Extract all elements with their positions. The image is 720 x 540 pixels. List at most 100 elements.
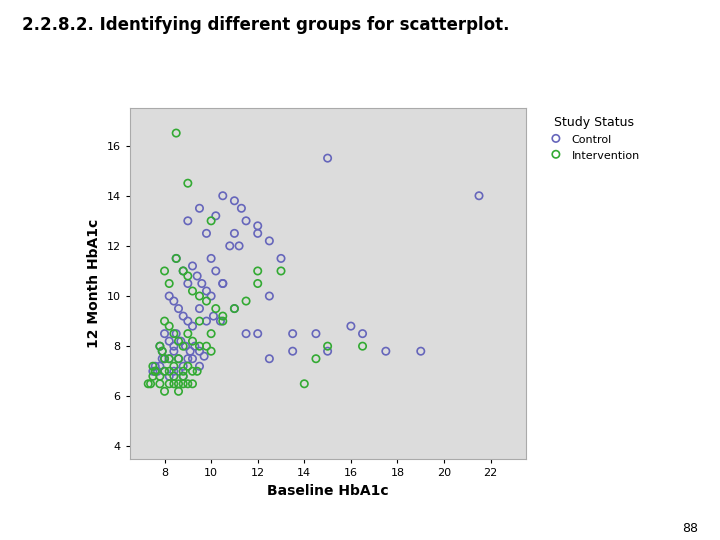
Control <box>163 354 175 363</box>
Control <box>177 372 189 381</box>
Control <box>207 312 219 320</box>
Intervention <box>168 362 179 370</box>
Control <box>171 329 182 338</box>
Control <box>224 241 235 250</box>
Control <box>240 217 252 225</box>
Intervention <box>154 342 166 350</box>
Control <box>175 337 186 346</box>
Control <box>205 254 217 263</box>
Control <box>345 322 356 330</box>
Control <box>201 287 212 295</box>
Control <box>264 354 275 363</box>
Intervention <box>177 342 189 350</box>
Control <box>159 354 171 363</box>
Control <box>184 347 196 355</box>
Intervention <box>145 380 156 388</box>
Intervention <box>194 317 205 326</box>
Intervention <box>168 372 179 381</box>
Intervention <box>150 367 161 376</box>
Control <box>233 241 245 250</box>
Control <box>177 312 189 320</box>
Intervention <box>143 380 154 388</box>
Intervention <box>159 354 171 363</box>
Intervention <box>177 372 189 381</box>
Control <box>217 279 228 288</box>
Intervention <box>252 267 264 275</box>
Intervention <box>147 372 158 381</box>
Control <box>380 347 392 355</box>
Intervention <box>210 304 222 313</box>
Control <box>252 229 264 238</box>
Control <box>229 197 240 205</box>
Intervention <box>177 367 189 376</box>
Intervention <box>171 129 182 137</box>
Intervention <box>217 317 228 326</box>
Intervention <box>186 287 198 295</box>
Intervention <box>163 279 175 288</box>
Control <box>201 317 212 326</box>
Control <box>152 367 163 376</box>
Control <box>173 304 184 313</box>
Control <box>171 254 182 263</box>
Control <box>163 337 175 346</box>
Intervention <box>186 337 198 346</box>
Control <box>310 329 322 338</box>
Intervention <box>173 354 184 363</box>
Text: 88: 88 <box>683 522 698 535</box>
Intervention <box>159 387 171 396</box>
Intervention <box>299 380 310 388</box>
Intervention <box>240 297 252 306</box>
Intervention <box>194 342 205 350</box>
Intervention <box>159 267 171 275</box>
Control <box>210 267 222 275</box>
Intervention <box>229 304 240 313</box>
Intervention <box>154 372 166 381</box>
Control <box>159 367 171 376</box>
Intervention <box>310 354 322 363</box>
Control <box>322 347 333 355</box>
Text: 2.2.8.2. Identifying different groups for scatterplot.: 2.2.8.2. Identifying different groups fo… <box>22 16 509 34</box>
Control <box>264 237 275 245</box>
Control <box>322 154 333 163</box>
Control <box>182 279 194 288</box>
Control <box>192 272 203 280</box>
Intervention <box>159 367 171 376</box>
Intervention <box>168 380 179 388</box>
Control <box>186 354 198 363</box>
Y-axis label: 12 Month HbA1c: 12 Month HbA1c <box>87 219 101 348</box>
Control <box>205 292 217 300</box>
Control <box>154 362 166 370</box>
Intervention <box>194 292 205 300</box>
Intervention <box>182 380 194 388</box>
Intervention <box>192 367 203 376</box>
Control <box>199 352 210 361</box>
Control <box>186 262 198 271</box>
Intervention <box>173 380 184 388</box>
Control <box>194 304 205 313</box>
Control <box>163 372 175 381</box>
Intervention <box>159 317 171 326</box>
Intervention <box>275 267 287 275</box>
Control <box>415 347 426 355</box>
Control <box>210 212 222 220</box>
Control <box>201 229 212 238</box>
Control <box>154 342 166 350</box>
Control <box>252 221 264 230</box>
Control <box>235 204 247 213</box>
Intervention <box>173 387 184 396</box>
Control <box>252 329 264 338</box>
Intervention <box>163 380 175 388</box>
Control <box>215 317 226 326</box>
Intervention <box>186 367 198 376</box>
X-axis label: Baseline HbA1c: Baseline HbA1c <box>267 484 388 497</box>
Intervention <box>163 322 175 330</box>
Intervention <box>252 279 264 288</box>
Intervention <box>217 312 228 320</box>
Intervention <box>163 354 175 363</box>
Intervention <box>177 267 189 275</box>
Legend: Control, Intervention: Control, Intervention <box>547 113 642 163</box>
Intervention <box>201 297 212 306</box>
Intervention <box>205 329 217 338</box>
Control <box>264 292 275 300</box>
Intervention <box>182 329 194 338</box>
